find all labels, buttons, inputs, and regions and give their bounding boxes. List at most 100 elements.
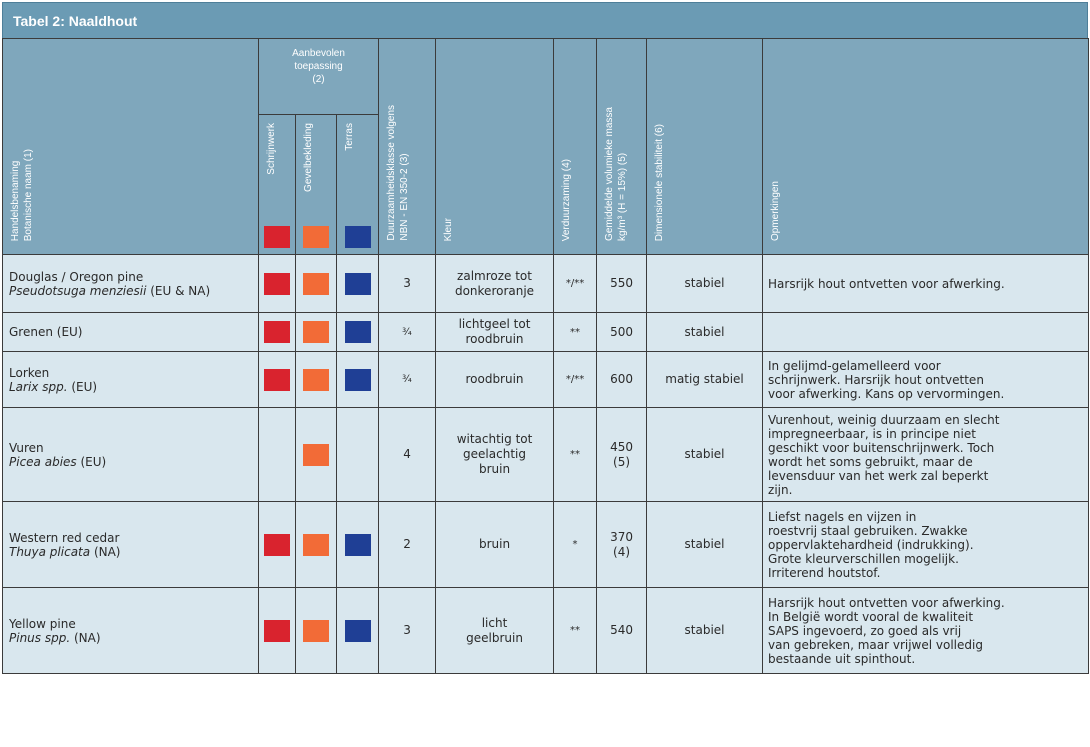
schrijnwerk-swatch (264, 533, 290, 556)
origin: (EU & NA) (150, 283, 211, 298)
density-cell: 540 (596, 587, 648, 674)
remarks-cell: Vurenhout, weinig duurzaam en slecht imp… (762, 407, 1090, 502)
table-row: Lorken Larix spp. (EU) ¾ roodbruin */** … (2, 351, 1090, 408)
wood-name-cell: Vuren Picea abies (EU) (2, 407, 259, 502)
gevelbekleding-cell (295, 351, 337, 408)
gevelbekleding-swatch (303, 443, 329, 466)
botanical-name: Larix spp. (9, 379, 68, 394)
header-trade-name-label: Handelsbenaming (10, 160, 21, 241)
colour-cell: lichtgeel tot roodbruin (435, 312, 555, 352)
schrijnwerk-cell (258, 254, 296, 313)
wood-name-cell: Yellow pine Pinus spp. (NA) (2, 587, 259, 674)
gevelbekleding-cell (295, 501, 337, 588)
wood-name-cell: Western red cedar Thuya plicata (NA) (2, 501, 259, 588)
treatment-cell: */** (553, 254, 598, 313)
header-application-group: Aanbevolen toepassing (2) (257, 38, 380, 115)
schrijnwerk-swatch (264, 272, 290, 295)
table-row: Western red cedar Thuya plicata (NA) 2 b… (2, 501, 1090, 588)
origin: (NA) (93, 544, 121, 559)
header-density: Gemiddelde volumieke massa kg/m³ (H = 15… (596, 38, 648, 255)
schrijnwerk-cell (258, 407, 296, 502)
terras-cell (335, 312, 380, 352)
remarks-cell: Liefst nagels en vijzen in roestvrij sta… (762, 501, 1090, 588)
trade-name: Vuren (9, 440, 44, 455)
gevelbekleding-cell (295, 254, 337, 313)
gevelbekleding-swatch (303, 321, 329, 343)
gevelbekleding-swatch (303, 368, 329, 391)
schrijnwerk-cell (258, 351, 296, 408)
naaldhout-table-figure: Tabel 2: Naaldhout Handelsbenaming Botan… (2, 2, 1090, 674)
header-botanical-name-label: Botanische naam (1) (23, 148, 34, 241)
gevelbekleding-swatch (303, 272, 329, 295)
treatment-cell: * (553, 501, 598, 588)
trade-name: Yellow pine (9, 616, 76, 631)
terras-cell (335, 587, 380, 674)
terras-swatch (344, 619, 371, 642)
wood-name-cell: Lorken Larix spp. (EU) (2, 351, 259, 408)
terras-cell (335, 501, 380, 588)
header-application-schrijnwerk: Schrijnwerk (258, 114, 296, 255)
stability-cell: stabiel (646, 407, 764, 502)
durability-cell: 3 (378, 587, 437, 674)
colour-cell: bruin (435, 501, 555, 588)
schrijnwerk-swatch (264, 368, 290, 391)
trade-name: Western red cedar (9, 530, 120, 545)
schrijnwerk-cell (258, 501, 296, 588)
durability-cell: ¾ (378, 351, 437, 408)
density-cell: 450 (5) (596, 407, 648, 502)
stability-cell: stabiel (646, 501, 764, 588)
stability-cell: stabiel (646, 254, 764, 313)
colour-cell: zalmroze tot donkeroranje (435, 254, 555, 313)
botanical-name: Picea abies (9, 454, 77, 469)
botanical-name: Pinus spp. (9, 630, 71, 645)
gevelbekleding-cell (295, 407, 337, 502)
table-row: Vuren Picea abies (EU) 4 witachtig tot g… (2, 407, 1090, 502)
colour-cell: roodbruin (435, 351, 555, 408)
wood-name-cell: Grenen (EU) (2, 312, 259, 352)
header-remarks: Opmerkingen (762, 38, 1090, 255)
terras-cell (335, 254, 380, 313)
remarks-cell: In gelijmd-gelamelleerd voor schrijnwerk… (762, 351, 1090, 408)
gevelbekleding-swatch (303, 619, 329, 642)
schrijnwerk-cell (258, 587, 296, 674)
origin: (EU) (80, 454, 107, 469)
remarks-cell: Harsrijk hout ontvetten voor afwerking. (762, 254, 1090, 313)
naaldhout-table: Handelsbenaming Botanische naam (1) Aanb… (2, 38, 1090, 674)
trade-name: Grenen (EU) (9, 325, 83, 339)
header-durability: Duurzaamheidsklasse volgens NBN - EN 350… (378, 38, 437, 255)
stability-cell: matig stabiel (646, 351, 764, 408)
density-cell: 500 (596, 312, 648, 352)
gevelbekleding-cell (295, 587, 337, 674)
terras-swatch (344, 226, 371, 248)
density-cell: 550 (596, 254, 648, 313)
durability-cell: ¾ (378, 312, 437, 352)
header-stability: Dimensionele stabiliteit (6) (646, 38, 764, 255)
density-cell: 370 (4) (596, 501, 648, 588)
gevelbekleding-cell (295, 312, 337, 352)
terras-cell (335, 351, 380, 408)
colour-cell: witachtig tot geelachtig bruin (435, 407, 555, 502)
treatment-cell: */** (553, 351, 598, 408)
wood-name-cell: Douglas / Oregon pine Pseudotsuga menzie… (2, 254, 259, 313)
colour-cell: licht geelbruin (435, 587, 555, 674)
terras-swatch (344, 533, 371, 556)
origin: (NA) (73, 630, 101, 645)
durability-cell: 3 (378, 254, 437, 313)
schrijnwerk-cell (258, 312, 296, 352)
stability-cell: stabiel (646, 587, 764, 674)
header-application-terras: Terras (335, 114, 380, 255)
remarks-cell: Harsrijk hout ontvetten voor afwerking. … (762, 587, 1090, 674)
schrijnwerk-swatch (264, 321, 290, 343)
header-colour: Kleur (435, 38, 555, 255)
schrijnwerk-swatch (264, 619, 290, 642)
trade-name: Lorken (9, 365, 50, 380)
botanical-name: Thuya plicata (9, 544, 91, 559)
gevelbekleding-swatch (303, 533, 329, 556)
botanical-name: Pseudotsuga menziesii (9, 283, 147, 298)
table-title: Tabel 2: Naaldhout (2, 2, 1088, 38)
table-row: Douglas / Oregon pine Pseudotsuga menzie… (2, 254, 1090, 313)
remarks-cell (762, 312, 1090, 352)
treatment-cell: ** (553, 587, 598, 674)
trade-name: Douglas / Oregon pine (9, 269, 144, 284)
origin: (EU) (71, 379, 98, 394)
